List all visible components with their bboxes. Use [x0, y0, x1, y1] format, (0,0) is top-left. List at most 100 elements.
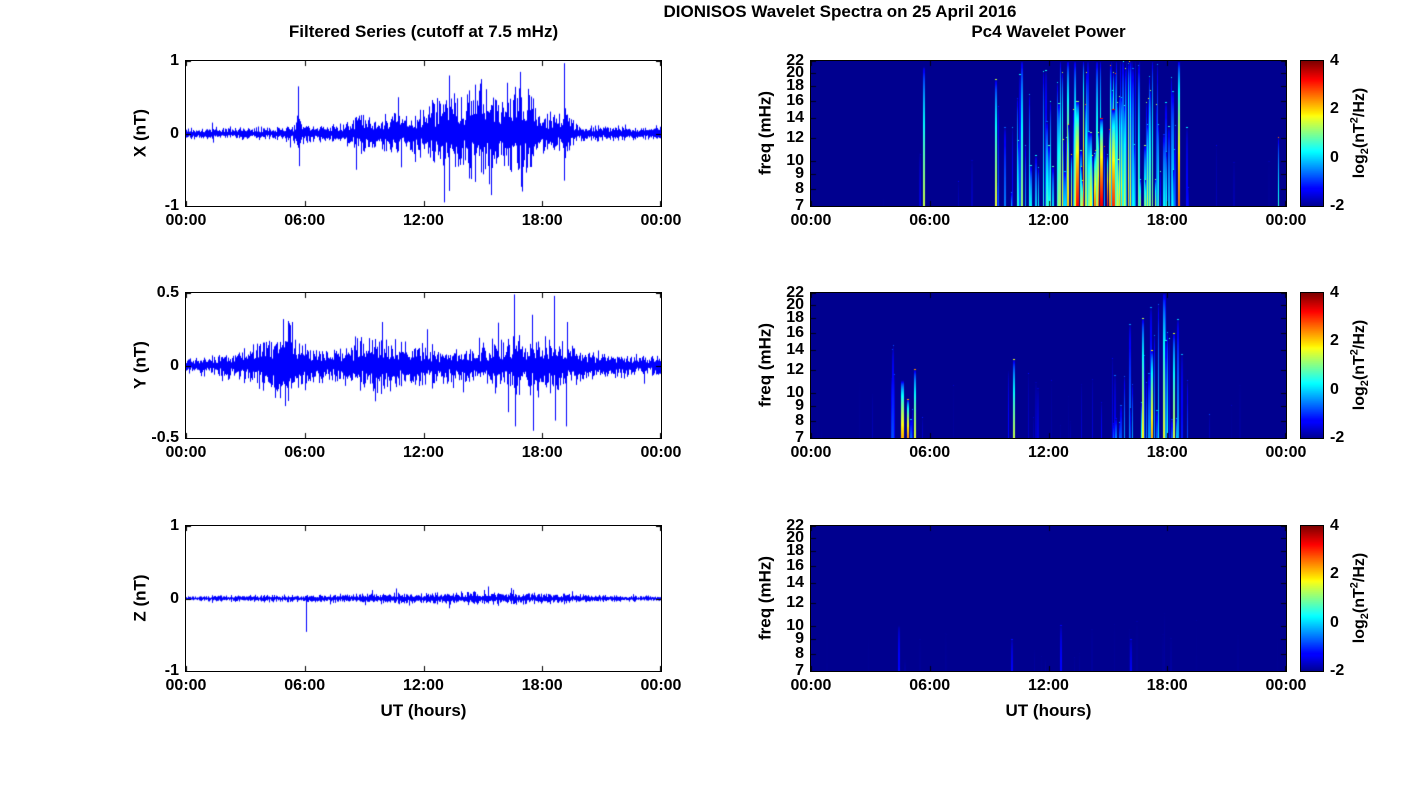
y-tick-label: 12 [786, 593, 804, 611]
x-tick-label: 00:00 [1265, 677, 1307, 694]
y-series-yaxis-ticks: 0.5 0 -0.5 [135, 284, 179, 446]
x-tick-label: 18:00 [521, 212, 563, 229]
y-tick-label: 8 [795, 180, 804, 198]
colorbar-label: log2(nT2/Hz) [1348, 526, 1372, 671]
y-tick-label: 14 [786, 341, 804, 359]
y-tick-label: 0 [170, 124, 179, 142]
x-tick-label: 06:00 [284, 677, 326, 694]
x-tick-label: 06:00 [909, 444, 951, 461]
y-tick-label: 18 [786, 77, 804, 95]
y-tick-label: 10 [786, 616, 804, 634]
x-tick-label: 00:00 [640, 444, 682, 461]
y-tick-label: 18 [786, 309, 804, 327]
ut-hours-label: UT (hours) [1005, 701, 1092, 720]
y-tick-label: 10 [786, 383, 804, 401]
y-tick-label: 10 [786, 151, 804, 169]
y-tick-label: 0 [170, 589, 179, 607]
x-series-yaxis-ticks: 1 0 -1 [135, 52, 179, 214]
x-tick-label: 00:00 [640, 677, 682, 694]
colorbar-tick-label: 4 [1330, 52, 1339, 69]
x-tick-label: 18:00 [1146, 677, 1188, 694]
x-tick-label: 18:00 [521, 677, 563, 694]
y-tick-label: 14 [786, 109, 804, 127]
y-tick-label: 20 [786, 529, 804, 547]
colorbar-label-text: /Hz) [1350, 319, 1368, 350]
colorbar-label-sup: 2 [1348, 582, 1361, 589]
ut-hours-label: UT (hours) [380, 701, 467, 720]
z-spectrogram-xaxis-ticks: 00:00 06:00 12:00 18:00 00:00 [791, 677, 1307, 697]
y-tick-label: 20 [786, 64, 804, 82]
x-tick-label: 00:00 [1265, 444, 1307, 461]
colorbar-tick-label: 2 [1330, 100, 1339, 118]
y-tick-label: 7 [795, 429, 804, 446]
y-tick-label: 22 [786, 517, 804, 534]
colorbar-label-text: log [1350, 619, 1368, 644]
y-tick-label: 16 [786, 92, 804, 110]
x-tick-label: 00:00 [790, 677, 832, 694]
colorbar-tick-label: 4 [1330, 517, 1339, 534]
x-tick-label: 12:00 [403, 444, 444, 461]
colorbar-tick-label: 4 [1330, 284, 1339, 301]
colorbar-tick-label: 0 [1330, 148, 1339, 166]
y-tick-label: 7 [795, 662, 804, 679]
y-series-xaxis-ticks: 00:00 06:00 12:00 18:00 00:00 [166, 444, 682, 464]
y-tick-label: -1 [164, 197, 179, 214]
y-tick-label: 8 [795, 645, 804, 663]
x-tick-label: 00:00 [1265, 212, 1307, 229]
figure-title: DIONISOS Wavelet Spectra on 25 April 201… [663, 2, 1017, 21]
panel-x-series: X (nT) 1 0 -1 00:00 06:00 12:00 18:00 00:00 [131, 52, 682, 229]
x-tick-label: 18:00 [1146, 212, 1188, 229]
colorbar-label: log2(nT2/Hz) [1349, 61, 1372, 206]
colorbar: 4 2 0 -2 log2(nT2/Hz) [1300, 517, 1390, 679]
colorbar-label-sub: 2 [1359, 380, 1372, 387]
colorbar-label-text: (nT [1350, 588, 1368, 614]
colorbar-tick-label: 2 [1330, 565, 1339, 583]
colorbar-tick-label: -2 [1330, 662, 1345, 679]
x-series-xaxis-ticks: 00:00 06:00 12:00 18:00 00:00 [166, 212, 682, 232]
x-tick-label: 06:00 [284, 444, 326, 461]
y-tick-label: 16 [786, 324, 804, 342]
y-tick-label: 1 [170, 517, 179, 534]
colorbar-gradient [1300, 292, 1324, 439]
colorbar-label-text: (nT [1350, 355, 1368, 381]
colorbar-tick-label: 0 [1330, 380, 1339, 398]
z-spectrogram-plot [810, 525, 1287, 672]
colorbar: 4 2 0 -2 log2(nT2/Hz) [1300, 284, 1390, 446]
y-tick-label: 9 [795, 630, 804, 648]
y-spectrogram-yaxis-ticks: 22 20 18 16 14 12 10 9 8 7 [760, 284, 804, 446]
x-tick-label: 00:00 [165, 212, 207, 229]
y-tick-label: 9 [795, 397, 804, 415]
colorbar-tick-label: -2 [1330, 429, 1345, 446]
colorbar-label-text: /Hz) [1350, 87, 1368, 118]
colorbar-ticks: 4 2 0 -2 [1330, 284, 1366, 446]
colorbar-label-text: (nT [1350, 123, 1368, 149]
colorbar-gradient [1300, 60, 1324, 207]
panel-y-spectrogram: freq (mHz) 22 20 18 16 14 12 10 9 8 7 00:00 06:00 1… [756, 284, 1372, 461]
colorbar-ticks: 4 2 0 -2 [1330, 517, 1366, 679]
x-tick-label: 12:00 [1028, 212, 1069, 229]
colorbar-tick-label: 2 [1330, 332, 1339, 350]
right-column-title: Pc4 Wavelet Power [971, 22, 1126, 41]
y-series-plot [185, 292, 662, 439]
y-tick-label: -0.5 [151, 429, 179, 446]
x-tick-label: 00:00 [790, 444, 832, 461]
colorbar-label: log2(nT2/Hz) [1349, 293, 1372, 438]
colorbar-label-text: log [1350, 386, 1368, 411]
y-tick-label: 0 [170, 356, 179, 374]
z-spectrogram-yaxis-ticks: 22 20 18 16 14 12 10 9 8 7 [760, 517, 804, 679]
y-tick-label: 16 [786, 557, 804, 575]
x-tick-label: 06:00 [909, 677, 951, 694]
x-spectrogram-xaxis-ticks: 00:00 06:00 12:00 18:00 00:00 [791, 212, 1307, 232]
y-tick-label: 18 [786, 542, 804, 560]
y-tick-label: 9 [795, 165, 804, 183]
y-tick-label: 12 [786, 128, 804, 146]
x-tick-label: 12:00 [1028, 444, 1069, 461]
y-tick-label: 14 [786, 574, 804, 592]
x-tick-label: 00:00 [640, 212, 682, 229]
x-spectrogram-plot [810, 60, 1287, 207]
x-tick-label: 06:00 [284, 212, 326, 229]
panel-x-spectrogram: freq (mHz) 22 20 18 16 14 12 10 9 8 7 00:00 06:00 1… [756, 52, 1372, 229]
panel-z-spectrogram: freq (mHz) 22 20 18 16 14 12 10 9 8 7 00:00 06:00 1… [756, 517, 1372, 720]
y-tick-label: 22 [786, 284, 804, 301]
